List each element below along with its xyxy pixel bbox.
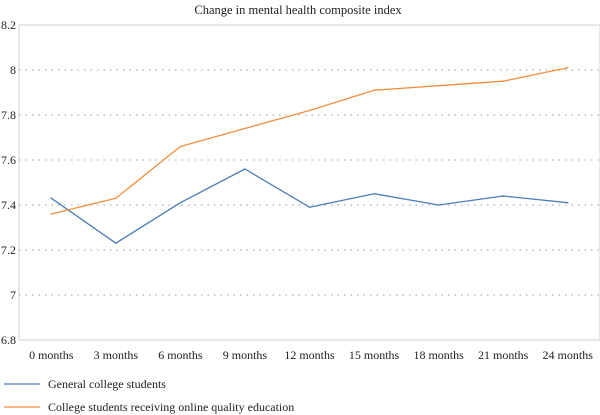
x-tick-label: 0 months: [29, 348, 74, 362]
x-tick-label: 9 months: [223, 348, 268, 362]
x-tick-label: 6 months: [158, 348, 203, 362]
data-point: [179, 201, 182, 204]
data-point: [566, 66, 569, 69]
data-point: [566, 201, 569, 204]
data-point: [373, 192, 375, 195]
data-point: [115, 242, 117, 245]
data-point: [308, 206, 311, 209]
gridlines: [19, 69, 600, 296]
data-point: [244, 168, 246, 170]
y-axis-ticks: 6.8 7 7.2 7.4 7.6 7.8 8 8.2: [1, 18, 16, 347]
series-lines: [50, 66, 569, 245]
data-point: [502, 80, 504, 83]
y-tick-label: 7.2: [1, 243, 16, 257]
x-tick-label: 15 months: [349, 348, 400, 362]
x-tick-label: 18 months: [413, 348, 464, 362]
data-point: [244, 127, 246, 130]
y-tick-label: 7.6: [1, 153, 16, 167]
chart-title: Change in mental health composite index: [194, 3, 402, 17]
data-point: [50, 197, 53, 200]
x-tick-label: 3 months: [94, 348, 139, 362]
series-line-1: [51, 67, 568, 215]
plot-area-border: [18, 24, 600, 341]
y-tick-label: 7.8: [1, 108, 16, 122]
data-point: [437, 204, 440, 206]
legend-label-1: College students receiving online qualit…: [48, 400, 294, 414]
series-line-0: [50, 168, 568, 244]
y-tick-label: 8: [10, 63, 16, 77]
data-point: [373, 89, 375, 92]
x-tick-label: 12 months: [284, 348, 335, 362]
x-tick-label: 24 months: [543, 348, 594, 362]
data-point: [502, 195, 504, 197]
y-tick-label: 8.2: [1, 18, 16, 32]
y-tick-label: 7: [10, 288, 16, 302]
data-point: [115, 197, 117, 200]
x-axis-ticks: 0 months 3 months 6 months 9 months 12 month…: [29, 348, 593, 362]
y-tick-label: 7.4: [1, 198, 16, 212]
data-point: [179, 145, 182, 148]
data-point: [308, 109, 311, 112]
legend-label-0: General college students: [48, 377, 166, 391]
y-tick-label: 6.8: [1, 333, 16, 347]
legend: General college students College students…: [4, 377, 294, 414]
x-tick-label: 21 months: [478, 348, 529, 362]
data-point: [437, 84, 440, 87]
data-point: [50, 213, 53, 215]
